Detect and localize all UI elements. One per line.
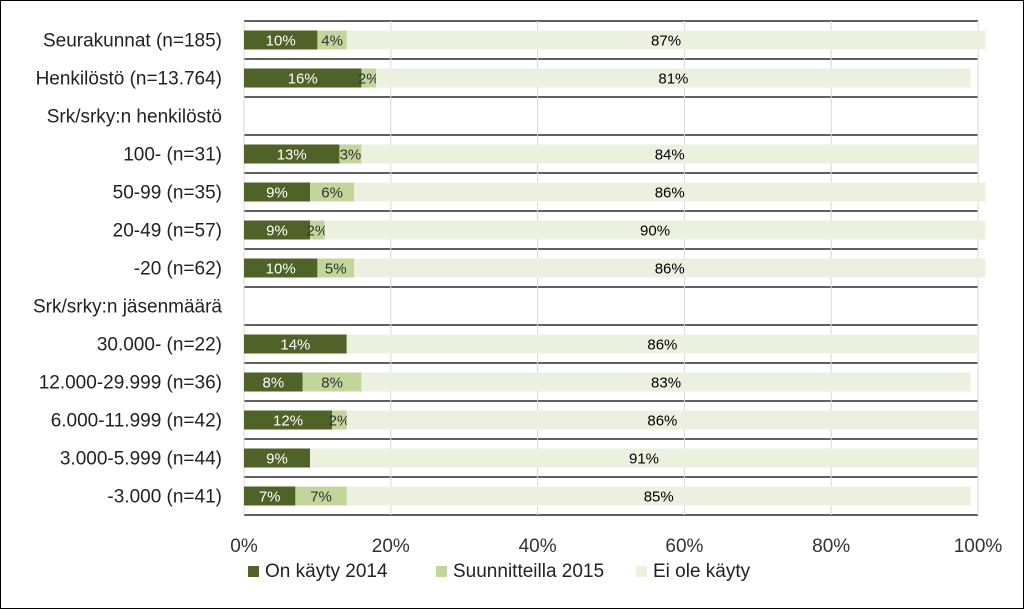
data-label: 83% — [651, 375, 681, 392]
category-label: Seurakunnat (n=185) — [43, 31, 222, 52]
bar-segment — [244, 144, 340, 164]
category-label: Henkilöstö (n=13.764) — [36, 69, 222, 90]
category-label: -20 (n=62) — [134, 259, 222, 280]
data-label: 14% — [280, 337, 310, 354]
data-label: 86% — [655, 261, 685, 278]
bar-segment — [324, 220, 986, 240]
data-label: 8% — [263, 375, 285, 392]
bar-segment — [346, 30, 986, 50]
data-label: 8% — [321, 375, 343, 392]
bar-segment — [244, 334, 347, 354]
category-label: 20-49 (n=57) — [113, 221, 222, 242]
category-label: 30.000- (n=22) — [97, 335, 222, 356]
x-axis-ticks: 0% 20% 40% 60% 80% 100% — [230, 536, 1002, 557]
legend-swatch — [436, 566, 447, 577]
bar-segment — [244, 372, 303, 392]
bars: 10% 4% 87% 16% 2% 81% 13% 3% 84% 9% 6% 86% 9% 2% 90% 10… — [244, 30, 986, 506]
x-tick-label: 0% — [230, 536, 258, 557]
legend: On käyty 2014 Suunnitteilla 2015 Ei ole kä… — [248, 561, 751, 582]
bar-segment — [244, 258, 318, 278]
bar-segment — [339, 144, 362, 164]
data-label: 12% — [273, 413, 303, 430]
bar-segment — [346, 410, 978, 430]
category-label: 3.000-5.999 (n=44) — [60, 449, 222, 470]
bar-segment — [354, 258, 986, 278]
data-label: 10% — [266, 261, 296, 278]
data-label: 3% — [340, 147, 362, 164]
data-label: 2% — [358, 71, 380, 88]
bar-segment — [310, 182, 355, 202]
data-label: 2% — [307, 223, 329, 240]
category-label: Srk/srky:n jäsenmäärä — [33, 297, 222, 318]
bar-segment — [310, 448, 978, 468]
bar-segment — [244, 68, 362, 88]
data-label: 85% — [644, 489, 674, 506]
bar-segment — [346, 334, 978, 354]
category-label: 50-99 (n=35) — [113, 183, 222, 204]
data-label: 86% — [647, 337, 677, 354]
category-label: 100- (n=31) — [123, 145, 222, 166]
data-label: 9% — [266, 451, 288, 468]
data-label: 10% — [266, 33, 296, 50]
bar-segment — [361, 372, 971, 392]
x-tick-label: 20% — [372, 536, 410, 557]
bar-segment — [332, 410, 347, 430]
category-labels: Seurakunnat (n=185) Henkilöstö (n=13.764)… — [33, 31, 222, 508]
bar-segment — [361, 68, 377, 88]
bar-segment — [244, 410, 333, 430]
category-label: -3.000 (n=41) — [107, 487, 222, 508]
x-tick-label: 40% — [519, 536, 557, 557]
data-label: 7% — [310, 489, 332, 506]
legend-label: On käyty 2014 — [265, 561, 388, 582]
x-tick-label: 80% — [812, 536, 850, 557]
data-label: 16% — [288, 71, 318, 88]
bar-segment — [317, 258, 355, 278]
data-label: 2% — [329, 413, 351, 430]
bar-segment — [361, 144, 978, 164]
data-label: 5% — [325, 261, 347, 278]
category-label: 12.000-29.999 (n=36) — [39, 373, 222, 394]
bar-segment — [310, 220, 325, 240]
data-label: 90% — [640, 223, 670, 240]
legend-swatch — [636, 566, 647, 577]
bar-segment — [376, 68, 971, 88]
category-label: 6.000-11.999 (n=42) — [51, 411, 222, 432]
bar-segment — [302, 372, 362, 392]
data-label: 81% — [658, 71, 688, 88]
bar-segment — [244, 220, 311, 240]
data-label: 13% — [277, 147, 307, 164]
data-label: 9% — [266, 185, 288, 202]
legend-swatch — [248, 566, 259, 577]
legend-label: Suunnitteilla 2015 — [453, 561, 604, 582]
data-label: 86% — [647, 413, 677, 430]
category-label: Srk/srky:n henkilöstö — [47, 107, 222, 128]
legend-label: Ei ole käyty — [653, 561, 751, 582]
x-tick-label: 100% — [954, 536, 1003, 557]
data-label: 87% — [651, 33, 681, 50]
data-label: 91% — [629, 451, 659, 468]
data-label: 7% — [259, 489, 281, 506]
bar-segment — [346, 486, 971, 506]
bar-segment — [295, 486, 347, 506]
bar-segment — [244, 182, 311, 202]
bar-segment — [317, 30, 347, 50]
data-label: 4% — [321, 33, 343, 50]
bar-segment — [244, 486, 296, 506]
bar-segment — [354, 182, 986, 202]
data-label: 84% — [655, 147, 685, 164]
data-label: 9% — [266, 223, 288, 240]
bar-segment — [244, 30, 318, 50]
data-label: 86% — [655, 185, 685, 202]
data-label: 6% — [321, 185, 343, 202]
x-tick-label: 60% — [665, 536, 703, 557]
bar-segment — [244, 448, 311, 468]
